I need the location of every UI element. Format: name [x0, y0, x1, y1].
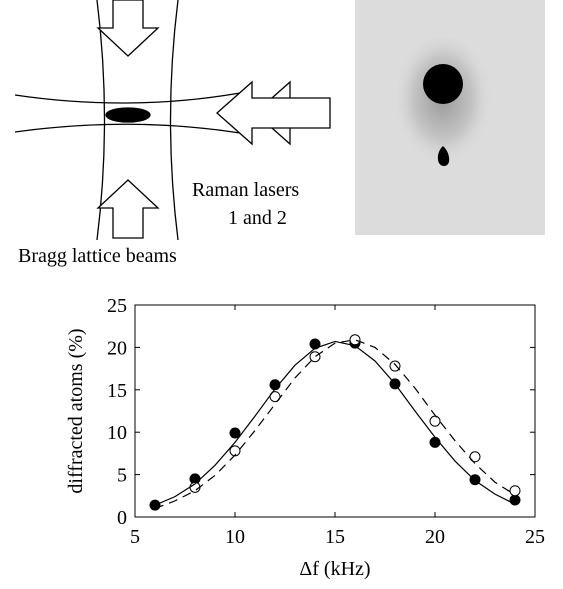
diagram — [14, 0, 331, 241]
x-tick-label: 5 — [130, 526, 140, 548]
y-tick-label: 5 — [117, 465, 127, 487]
beam-edge — [14, 92, 241, 104]
x-tick-label: 10 — [225, 526, 245, 548]
halo — [393, 37, 493, 173]
y-tick-label: 20 — [107, 337, 127, 359]
cloud — [437, 146, 450, 166]
x-tick-label: 15 — [325, 526, 345, 548]
absorption-image — [355, 0, 545, 235]
x-tick-label: 20 — [425, 526, 445, 548]
cloud — [423, 64, 463, 104]
diagram-label: Raman lasers — [192, 179, 299, 201]
data-point — [509, 485, 521, 497]
y-tick-label: 10 — [107, 422, 127, 444]
data-point — [509, 494, 521, 506]
data-point — [229, 427, 241, 439]
beam-edge — [14, 123, 241, 134]
y-tick-label: 15 — [107, 380, 127, 402]
arrow — [216, 80, 290, 146]
y-axis-label: diffracted atoms (%) — [65, 328, 87, 493]
y-tick-label: 25 — [107, 295, 127, 317]
data-point — [309, 351, 321, 363]
diagram-label: 1 and 2 — [228, 207, 287, 229]
arrow — [96, 179, 160, 239]
fit-curve — [154, 339, 516, 510]
diagram-label: Bragg lattice beams — [18, 245, 177, 267]
beam-edge — [169, 0, 179, 241]
data-point — [349, 334, 361, 346]
y-tick-label: 0 — [117, 507, 127, 529]
arrow — [96, 0, 160, 57]
atom-cloud — [105, 107, 151, 123]
x-tick-label: 25 — [525, 526, 545, 548]
fit-curve — [154, 340, 516, 506]
data-point — [469, 451, 481, 463]
data-point — [429, 415, 441, 427]
data-point — [389, 360, 401, 372]
x-axis-label: Δf (kHz) — [299, 558, 370, 580]
data-point — [429, 436, 441, 448]
